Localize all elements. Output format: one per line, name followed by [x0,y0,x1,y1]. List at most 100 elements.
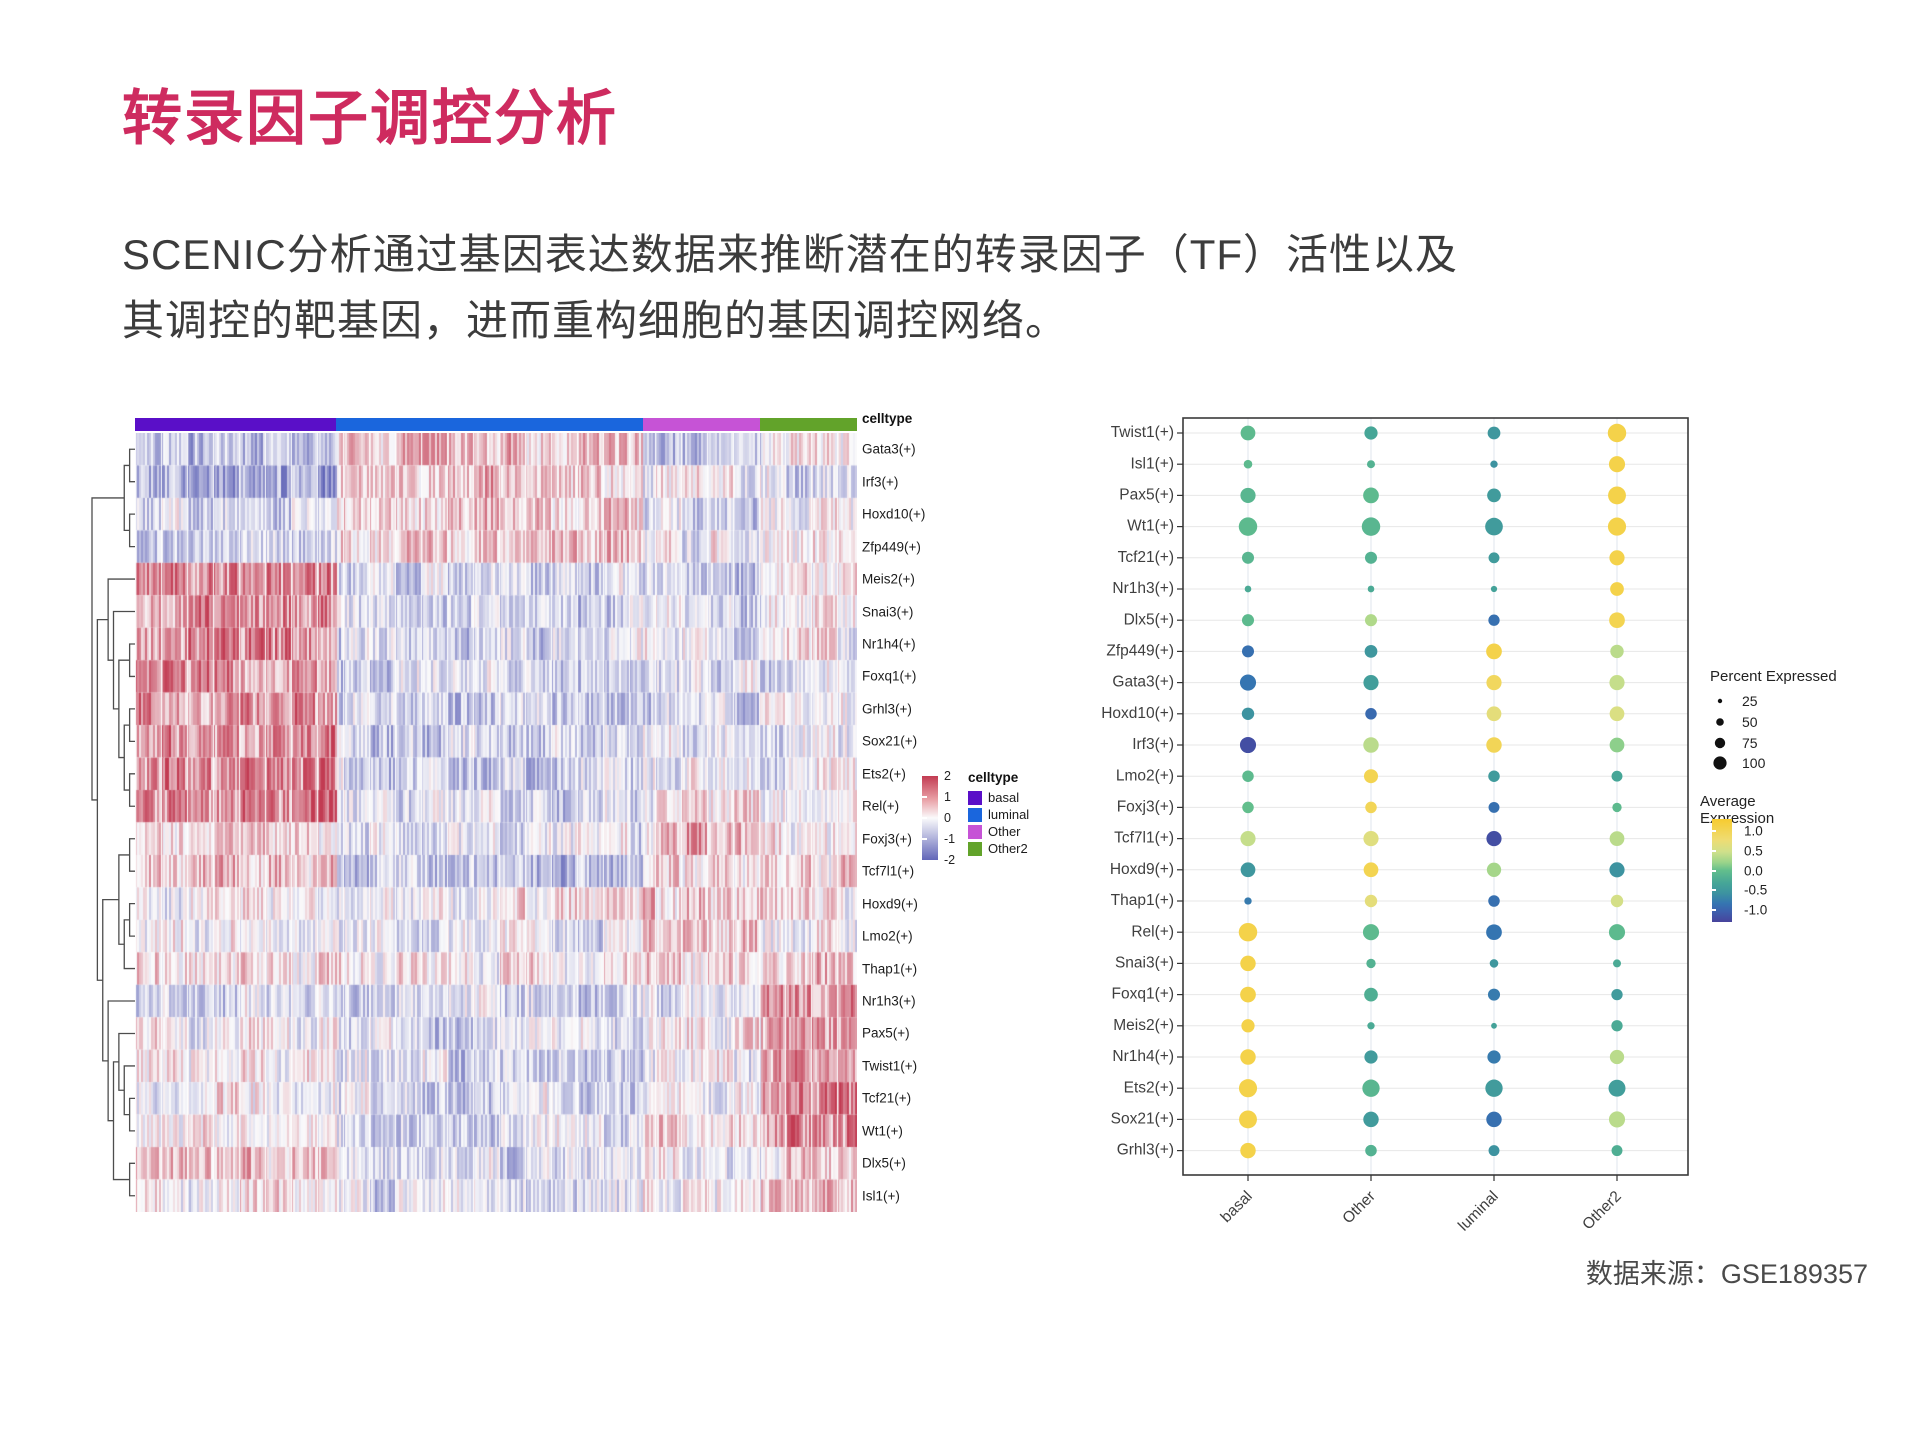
dotplot-gene-label: Gata3(+) [1112,674,1174,691]
heatmap-row-label: Pax5(+) [862,1025,910,1041]
dotplot-dot [1240,487,1256,503]
dotplot-dot [1240,955,1256,972]
dotplot-dot [1486,643,1502,660]
dotplot-dot [1609,862,1625,878]
dotplot-gene-label: Sox21(+) [1111,1110,1174,1127]
dotplot-dot [1609,737,1625,753]
dotplot-dot [1608,456,1626,473]
heatmap-row-labels: Gata3(+) Irf3(+) Hoxd10(+) Zfp449(+) Meis2(+… [862,433,952,1212]
dotplot-gene-label: Nr1h4(+) [1112,1048,1174,1065]
percent-legend-value: 25 [1742,693,1758,709]
dotplot-dot [1242,770,1254,782]
heatmap-row-label: Foxq1(+) [862,668,917,684]
average-expression-tick: -0.5 [1744,882,1768,898]
heatmap-row-label: Snai3(+) [862,604,914,620]
heatmap-row-label: Twist1(+) [862,1058,918,1074]
dotplot-gene-label: Wt1(+) [1127,518,1174,535]
dotplot-dot [1611,1145,1623,1157]
celltype-swatch-Other [968,824,982,839]
dotplot-dot [1362,1079,1380,1097]
dotplot-dot [1486,924,1502,941]
celltype-legend-item: basal [968,789,1029,806]
data-source-note: 数据来源：GSE189357 [1585,1259,1868,1289]
dotplot-dot [1487,988,1501,1001]
dotplot-dot [1363,675,1379,691]
dotplot-dot [1243,459,1253,469]
dotplot-dot [1486,737,1502,753]
dotplot-gene-label: Dlx5(+) [1124,611,1174,628]
dotplot-dot [1239,674,1257,691]
dotplot-dot [1607,423,1627,443]
dotplot-dot [1488,614,1500,626]
heatmap-annotation-title: celltype [862,411,913,426]
dotplot-dot [1241,551,1255,564]
heatmap-row-label: Sox21(+) [862,733,918,749]
dotplot-dot [1609,706,1625,722]
dotplot-dot [1241,645,1255,658]
heatmap-row-label: Wt1(+) [862,1123,903,1139]
dotplot-category-label: luminal [1455,1188,1502,1235]
dotplot-dot [1241,1019,1255,1033]
dotplot-dot [1488,1145,1500,1157]
celltype-label: Other [988,824,1021,839]
celltype-legend-items: basal luminal Other Other2 [968,789,1029,857]
dotplot-dot [1365,708,1377,720]
dotplot-dot [1361,517,1381,536]
heatmap-color-scale-legend: 2 1 0 -1 -2 [922,769,1012,867]
dotplot-dot [1244,897,1252,905]
heatmap-row-label: Meis2(+) [862,571,915,587]
dotplot-dot [1364,645,1378,658]
dotplot-dot [1488,770,1500,782]
dotplot-dot [1363,487,1379,504]
dotplot-dot [1488,895,1500,907]
dotplot-dot [1608,924,1626,941]
dotplot-dot [1366,460,1376,469]
percent-legend-value: 100 [1742,755,1766,771]
dotplot-dot [1363,1111,1379,1128]
dotplot-dot [1364,987,1378,1002]
dotplot-gene-label: Isl1(+) [1131,455,1175,472]
dotplot-dot [1487,426,1501,440]
dotplot-category-label: basal [1218,1188,1256,1226]
dotplot-dot [1609,675,1625,691]
percent-expressed-title: Percent Expressed [1710,668,1837,685]
heatmap-row-label: Zfp449(+) [862,539,921,555]
heatmap-celltype-annotation-bar [135,418,857,431]
annotation-segment-Other2 [759,418,857,431]
dotplot-dot [1242,801,1254,814]
celltype-swatch-Other2 [968,841,982,856]
heatmap-row-label: Tcf21(+) [862,1090,912,1106]
dotplot-gene-label: Tcf21(+) [1118,549,1174,566]
dotplot-dot [1610,894,1624,908]
heatmap-row-label: Tcf7l1(+) [862,863,915,879]
body-line-2: 其调控的靶基因，进而重构细胞的基因调控网络。 [122,297,1069,345]
dotplot-dot [1240,1049,1256,1065]
dotplot-dot [1610,582,1624,596]
heatmap-row-label: Nr1h4(+) [862,636,916,652]
dotplot-dot [1240,831,1256,847]
dotplot-gene-label: Pax5(+) [1119,486,1174,503]
dotplot-dot [1608,1079,1626,1097]
dotplot-dot [1607,517,1627,536]
dotplot-dot [1608,1111,1626,1128]
body-line-1: SCENIC分析通过基因表达数据来推断潜在的转录因子（TF）活性以及 [122,231,1459,278]
heatmap-dendrogram [91,448,135,1197]
heatmap-row-label: Hoxd10(+) [862,506,926,522]
dotplot-dot [1609,612,1625,629]
dotplot-dot [1367,585,1375,593]
heatmap-row-label: Nr1h3(+) [862,993,916,1009]
heatmap-scale-tick: 0 [944,811,951,825]
heatmap-row-label: Gata3(+) [862,441,916,457]
dotplot-dot [1244,585,1252,593]
dotplot-dot [1364,1050,1378,1064]
dotplot-dot [1364,426,1378,440]
dotplot-dot [1363,737,1379,753]
dotplot-gene-label: Foxq1(+) [1112,986,1174,1003]
average-expression-tick: 1.0 [1744,823,1763,839]
dotplot-dot [1608,486,1626,505]
body-text: SCENIC分析通过基因表达数据来推断潜在的转录因子（TF）活性以及 其调控的靶… [122,222,1458,355]
dotplot-gene-label: Twist1(+) [1111,424,1174,441]
dotplot-dot [1240,425,1256,441]
dotplot-category-label: Other [1339,1188,1378,1227]
